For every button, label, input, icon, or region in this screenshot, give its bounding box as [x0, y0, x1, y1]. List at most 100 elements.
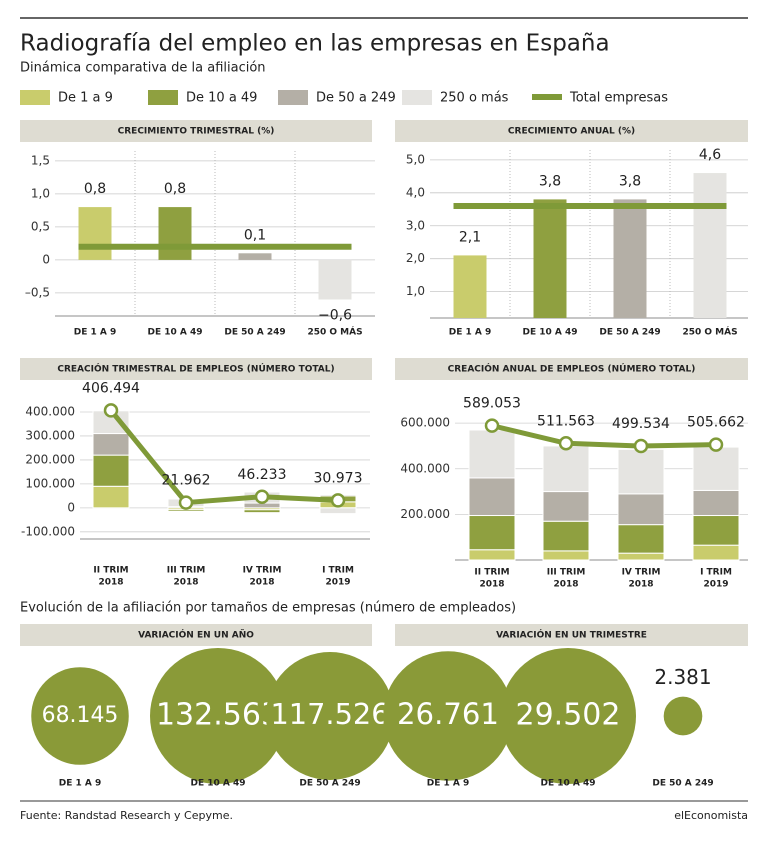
x-tick-label: 2018	[249, 578, 274, 588]
bar-segment	[692, 515, 740, 546]
panel-header	[20, 624, 372, 646]
bubble	[31, 667, 129, 765]
x-tick-label: 250 O MÁS	[682, 326, 737, 338]
category-label: DE 50 A 249	[299, 779, 360, 789]
bar-segment	[617, 493, 665, 526]
value-label: 29.502	[516, 698, 621, 733]
category-label: DE 50 A 249	[652, 779, 713, 789]
panel-header	[20, 120, 372, 142]
legend-label: De 1 a 9	[58, 91, 113, 106]
legend-swatch	[278, 90, 308, 105]
x-tick-label: III TRIM	[547, 568, 586, 578]
bar-segment	[92, 454, 130, 487]
value-label: −0,6	[318, 308, 352, 324]
bar-segment	[167, 509, 205, 512]
bar	[533, 199, 567, 318]
x-tick-label: I TRIM	[700, 568, 732, 578]
value-label: 2.381	[654, 665, 711, 689]
bar-segment	[617, 524, 665, 554]
bar	[78, 207, 112, 260]
value-label: 0,8	[164, 181, 186, 197]
bar-segment	[468, 515, 516, 551]
legend-label: Total empresas	[569, 91, 668, 106]
bar-segment	[468, 477, 516, 517]
bar	[693, 173, 727, 318]
bubble	[150, 648, 286, 784]
x-tick-label: 2018	[628, 580, 653, 590]
value-label: 499.534	[612, 416, 670, 432]
panel-title: CRECIMIENTO TRIMESTRAL (%)	[118, 127, 275, 137]
bar-segment	[692, 446, 740, 491]
y-tick-label: 1,5	[31, 153, 50, 167]
line-marker	[330, 493, 346, 508]
panel-title: CRECIMIENTO ANUAL (%)	[508, 127, 635, 137]
value-label: 132.563	[156, 698, 280, 733]
x-tick-label: 2018	[98, 578, 123, 588]
x-tick-label: DE 1 A 9	[74, 328, 117, 338]
value-label: 68.145	[42, 703, 119, 728]
bar	[318, 259, 352, 300]
y-tick-label: 0	[42, 252, 50, 266]
legend-swatch	[402, 90, 432, 105]
value-label: 2,1	[459, 229, 481, 245]
bar-segment	[692, 489, 740, 517]
total-line	[491, 423, 717, 449]
y-tick-label: 5,0	[406, 152, 425, 166]
y-tick-label: –0,5	[25, 285, 50, 299]
legend-label: De 10 a 49	[186, 91, 257, 106]
bar	[453, 255, 487, 318]
value-label: 3,8	[619, 173, 641, 189]
y-tick-label: 600.000	[400, 416, 450, 430]
x-tick-label: DE 10 A 49	[522, 328, 577, 338]
panel-header	[395, 358, 748, 380]
value-label: 589.053	[463, 396, 521, 412]
x-tick-label: 2018	[479, 580, 504, 590]
bubble	[500, 648, 636, 784]
bar-segment	[542, 491, 590, 522]
y-tick-label: 300.000	[25, 428, 75, 442]
y-tick-label: 0,5	[31, 219, 50, 233]
y-tick-label: 400.000	[25, 404, 75, 418]
line-marker	[558, 436, 574, 451]
bar-segment	[468, 549, 516, 561]
legend-label: De 50 a 249	[316, 91, 396, 106]
panel-header	[395, 120, 748, 142]
category-label: DE 10 A 49	[540, 779, 595, 789]
bar-segment	[617, 552, 665, 561]
value-label: 117.526	[270, 697, 389, 731]
x-tick-label: DE 10 A 49	[147, 328, 202, 338]
value-label: 30.973	[314, 470, 363, 486]
y-tick-label: 0	[67, 500, 75, 514]
value-label: 0,8	[84, 181, 106, 197]
value-label: 4,6	[699, 147, 721, 163]
bubble	[265, 651, 395, 781]
bar-segment	[542, 550, 590, 561]
bar-segment	[617, 448, 665, 495]
y-tick-label: 3,0	[406, 218, 425, 232]
y-tick-label: 100.000	[25, 476, 75, 490]
y-tick-label: -100.000	[21, 524, 75, 538]
bar	[613, 199, 647, 318]
value-label: 0,1	[244, 227, 266, 243]
section-title: Evolución de la afiliación por tamaños d…	[20, 601, 516, 616]
value-label: 406.494	[82, 380, 140, 396]
bubble	[383, 651, 513, 781]
panel-title: CREACIÓN TRIMESTRAL DE EMPLEOS (NÚMERO T…	[57, 363, 334, 375]
value-label: 505.662	[687, 415, 745, 431]
x-tick-label: DE 1 A 9	[449, 328, 492, 338]
category-label: DE 10 A 49	[190, 779, 245, 789]
value-label: 26.761	[397, 697, 499, 731]
panel-title: CREACIÓN ANUAL DE EMPLEOS (NÚMERO TOTAL)	[448, 363, 696, 375]
panel-header	[395, 624, 748, 646]
bar-segment	[542, 445, 590, 493]
y-tick-label: 2,0	[406, 251, 425, 265]
bar	[238, 253, 272, 260]
source: Fuente: Randstad Research y Cepyme.	[20, 809, 233, 822]
panel-header	[20, 358, 372, 380]
y-tick-label: 200.000	[400, 507, 450, 521]
y-tick-label: 1,0	[31, 186, 50, 200]
legend-swatch	[148, 90, 178, 105]
y-tick-label: 4,0	[406, 185, 425, 199]
x-tick-label: DE 50 A 249	[224, 328, 285, 338]
line-marker	[708, 437, 724, 452]
